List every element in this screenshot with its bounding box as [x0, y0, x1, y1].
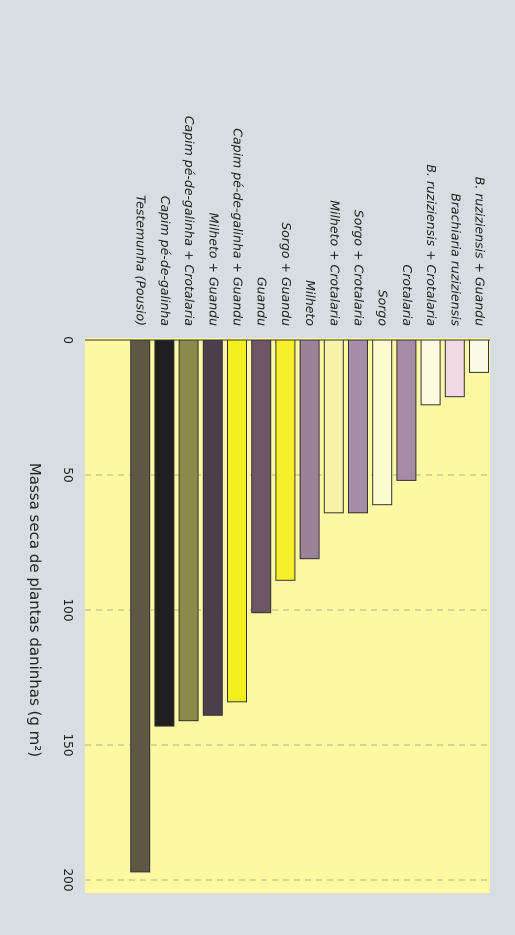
bar [420, 339, 441, 406]
bar [299, 339, 320, 560]
bar [348, 339, 368, 514]
bar [323, 339, 344, 514]
bar [444, 339, 465, 398]
category-label: Testemunha (Pousio) [134, 195, 149, 326]
category-label: Guandu [255, 277, 270, 326]
bar [154, 339, 175, 727]
category-label: Capim pé-de-galinha + Crotalaria [182, 116, 197, 326]
bar [251, 339, 272, 614]
category-label: Sorgo + Guandu [279, 222, 294, 326]
category-label: Milheto + Guandu [206, 213, 221, 326]
x-tick-label: 200 [61, 869, 75, 892]
bars [130, 339, 489, 873]
x-tick-label: 50 [61, 467, 75, 482]
x-tick-label: 150 [61, 734, 75, 757]
category-label: Sorgo [376, 290, 391, 327]
category-labels: B. ruziziensis + Guandu Brachiaria ruzizi… [134, 116, 488, 327]
bar [130, 339, 151, 873]
x-axis-ticks: 0 50 100 150 200 [61, 336, 75, 891]
category-label: Milheto + Crotalaria [327, 200, 342, 326]
x-tick-label: 100 [61, 599, 75, 622]
bar [372, 339, 393, 506]
category-label: B. ruziziensis + Guandu [473, 177, 488, 326]
bar [202, 339, 223, 716]
category-label: Milheto [303, 280, 318, 326]
category-label: Capim pé-de-galinha [158, 196, 173, 326]
category-label: B. ruziziensis + Crotalaria [424, 164, 439, 326]
bar [275, 339, 296, 581]
bar [178, 339, 199, 722]
bar [227, 339, 247, 703]
category-label: Capim pé-de-galinha + Guandu [231, 128, 246, 326]
x-tick-label: 0 [61, 336, 75, 344]
category-label: Sorgo + Crotalaria [352, 210, 367, 326]
bar [396, 339, 417, 481]
category-label: Brachiaria ruziziensis [448, 193, 463, 326]
bar [469, 339, 489, 373]
x-axis-title: Massa seca de plantas daninhas (g m²) [26, 463, 44, 757]
category-label: Crotalaria [400, 265, 415, 326]
